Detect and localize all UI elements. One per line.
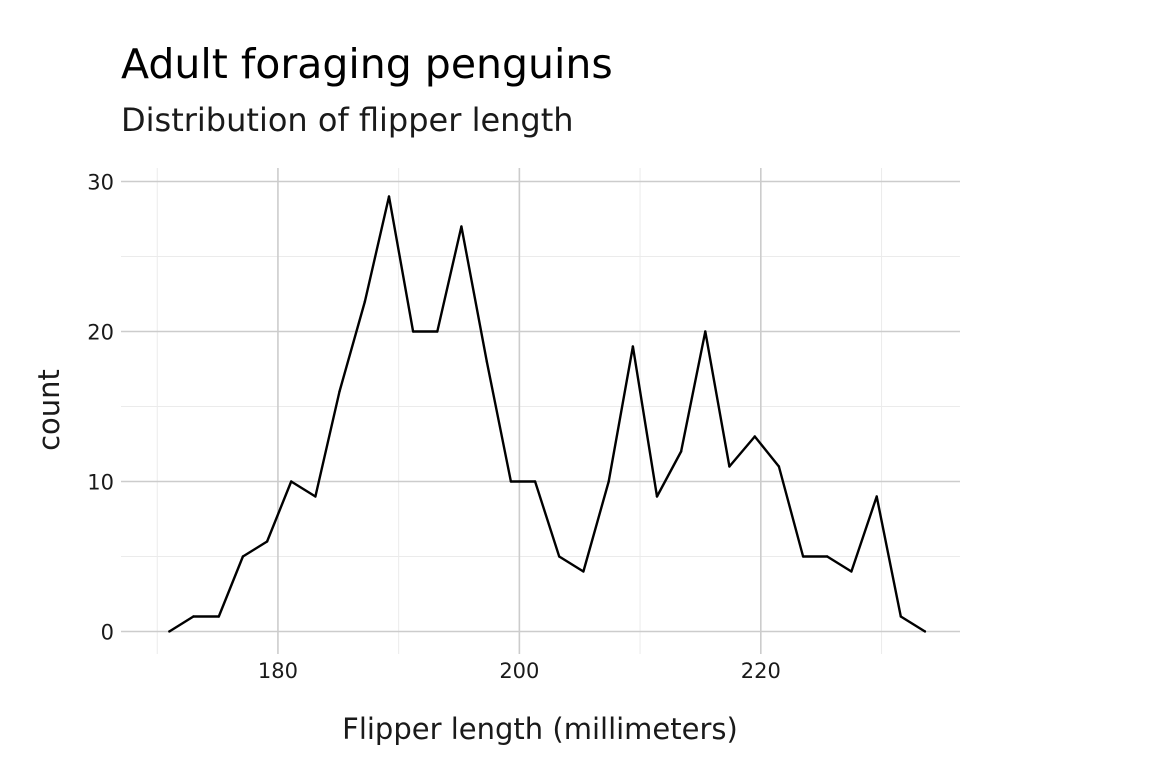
data-point bbox=[631, 345, 635, 348]
major-gridlines bbox=[121, 168, 960, 654]
data-point bbox=[777, 465, 781, 468]
data-point bbox=[850, 570, 853, 573]
data-point bbox=[387, 195, 391, 198]
chart-title: Adult foraging penguins bbox=[121, 40, 613, 88]
y-axis-label: count bbox=[32, 369, 66, 451]
x-tick-label: 220 bbox=[741, 659, 781, 683]
chart-subtitle: Distribution of flipper length bbox=[121, 101, 574, 139]
data-point bbox=[582, 570, 585, 573]
data-point bbox=[679, 450, 683, 453]
minor-gridlines bbox=[121, 168, 960, 654]
data-point bbox=[314, 495, 317, 498]
x-axis-label: Flipper length (millimeters) bbox=[342, 712, 738, 746]
data-point bbox=[485, 360, 488, 363]
data-point bbox=[875, 495, 878, 498]
x-tick-label: 200 bbox=[499, 659, 539, 683]
data-point bbox=[801, 555, 805, 558]
data-point bbox=[265, 540, 269, 543]
x-axis-tick-labels: 180 200 220 bbox=[258, 659, 781, 683]
series-layer bbox=[168, 195, 927, 633]
data-point bbox=[509, 480, 513, 483]
data-point bbox=[533, 480, 537, 483]
data-point bbox=[704, 330, 707, 333]
y-axis-tick-labels: 0 10 20 30 bbox=[87, 171, 114, 645]
y-tick-label: 20 bbox=[87, 321, 114, 345]
data-point bbox=[168, 630, 171, 633]
data-point bbox=[217, 615, 220, 618]
data-point bbox=[241, 555, 245, 558]
data-point bbox=[411, 330, 415, 333]
data-point bbox=[338, 390, 341, 393]
data-point bbox=[192, 615, 195, 618]
data-point bbox=[753, 435, 756, 438]
data-point bbox=[923, 630, 927, 633]
data-point bbox=[728, 465, 731, 468]
data-point bbox=[460, 225, 463, 228]
data-point bbox=[899, 615, 903, 618]
data-point bbox=[558, 555, 561, 558]
y-tick-label: 10 bbox=[87, 471, 114, 495]
data-point bbox=[290, 480, 293, 483]
data-point bbox=[655, 495, 659, 498]
data-point bbox=[826, 555, 829, 558]
y-tick-label: 0 bbox=[101, 621, 114, 645]
x-tick-label: 180 bbox=[258, 659, 298, 683]
data-point bbox=[607, 480, 610, 483]
series-line bbox=[168, 195, 926, 633]
data-point bbox=[363, 300, 367, 303]
y-tick-label: 30 bbox=[87, 171, 114, 195]
data-point bbox=[436, 330, 439, 333]
